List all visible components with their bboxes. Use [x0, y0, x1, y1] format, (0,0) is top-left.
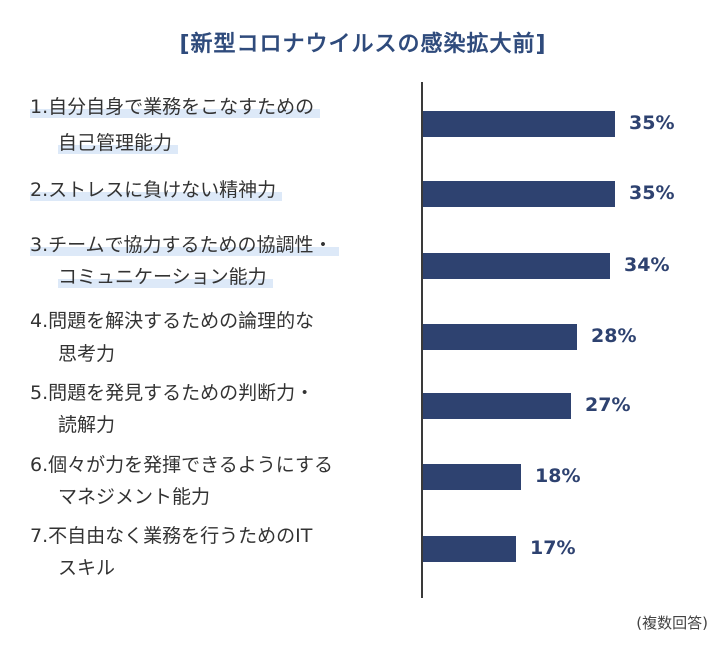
bar	[422, 181, 615, 207]
category-label: 2.ストレスに負けない精神力	[30, 175, 283, 202]
data-label: 27%	[585, 394, 631, 416]
category-label: 3.チームで協力するための協調性・	[30, 230, 339, 257]
category-label: 読解力	[58, 414, 116, 436]
category-label: 1.自分自身で業務をこなすための	[30, 92, 321, 119]
category-label: 思考力	[58, 343, 116, 365]
data-label: 35%	[629, 182, 675, 204]
data-label: 28%	[591, 325, 637, 347]
bar	[422, 393, 571, 419]
chart-title: [新型コロナウイルスの感染拡大前]	[179, 32, 547, 57]
category-label: 4.問題を解決するための論理的な	[30, 310, 315, 332]
category-label: 自己管理能力	[58, 128, 179, 155]
bar	[422, 253, 610, 279]
category-axis-line	[421, 82, 423, 598]
bar	[422, 111, 615, 137]
bar	[422, 324, 577, 350]
category-label: 7.不自由なく業務を行うためのIT	[30, 525, 313, 547]
category-label: マネジメント能力	[58, 486, 211, 508]
bar	[422, 536, 516, 562]
category-label: スキル	[58, 557, 116, 579]
category-label: コミュニケーション能力	[58, 262, 273, 289]
bar	[422, 464, 521, 490]
data-label: 35%	[629, 112, 675, 134]
data-label: 17%	[530, 537, 576, 559]
category-label: 6.個々が力を発揮できるようにする	[30, 454, 333, 476]
multiple-answer-note: (複数回答)	[636, 614, 708, 632]
data-label: 34%	[624, 254, 670, 276]
category-label: 5.問題を発見するための判断力・	[30, 382, 315, 404]
data-label: 18%	[535, 465, 581, 487]
